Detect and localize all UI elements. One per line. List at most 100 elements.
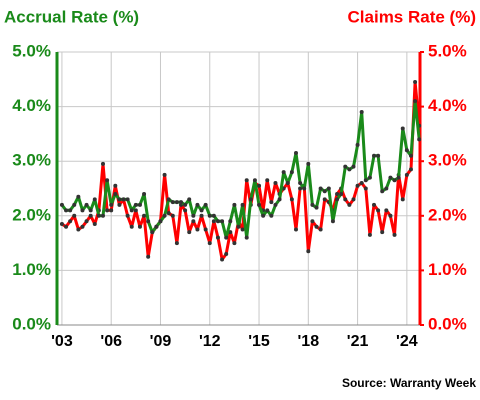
data-point <box>199 213 204 218</box>
data-point <box>117 197 122 202</box>
data-point <box>413 99 418 104</box>
data-point <box>117 202 122 207</box>
data-point <box>215 219 220 224</box>
data-point <box>417 137 422 142</box>
data-point <box>380 189 385 194</box>
data-point <box>240 202 245 207</box>
data-point <box>174 241 179 246</box>
data-point <box>105 208 110 213</box>
data-point <box>248 197 253 202</box>
data-point <box>68 219 73 224</box>
x-tick-label: '18 <box>298 333 320 350</box>
data-point <box>400 197 405 202</box>
data-point <box>384 186 389 191</box>
data-point <box>261 213 266 218</box>
data-point <box>392 178 397 183</box>
data-point <box>376 208 381 213</box>
data-point <box>211 219 216 224</box>
data-point <box>269 213 274 218</box>
data-point <box>351 197 356 202</box>
data-point <box>215 235 220 240</box>
data-point <box>137 202 142 207</box>
data-point <box>265 178 270 183</box>
data-point <box>174 200 179 205</box>
data-point <box>322 197 327 202</box>
data-point <box>347 167 352 172</box>
data-point <box>88 213 93 218</box>
data-point <box>133 202 138 207</box>
data-point <box>322 189 327 194</box>
data-point <box>355 183 360 188</box>
data-point <box>388 175 393 180</box>
data-point <box>404 172 409 177</box>
data-point <box>187 230 192 235</box>
data-point <box>170 213 175 218</box>
data-point <box>207 213 212 218</box>
data-point <box>68 208 73 213</box>
data-point <box>372 153 377 158</box>
data-point <box>302 186 307 191</box>
data-point <box>330 219 335 224</box>
y2-tick-label: 4.0% <box>428 96 467 115</box>
source-note: Source: Warranty Week <box>342 376 476 390</box>
data-point <box>92 197 97 202</box>
data-point <box>158 219 163 224</box>
data-point <box>413 80 418 85</box>
x-tick-label: '06 <box>100 333 122 350</box>
data-point <box>335 191 340 196</box>
data-point <box>380 230 385 235</box>
data-point <box>142 213 147 218</box>
data-point <box>166 197 171 202</box>
data-point <box>273 202 278 207</box>
data-point <box>257 183 262 188</box>
data-point <box>372 202 377 207</box>
data-point <box>121 197 126 202</box>
data-point <box>72 213 77 218</box>
data-point <box>298 181 303 186</box>
data-point <box>146 219 151 224</box>
data-point <box>187 197 192 202</box>
series-line <box>61 80 421 261</box>
data-point <box>88 208 93 213</box>
data-point <box>359 110 364 115</box>
y-axis-title: Accrual Rate (%) <box>4 7 139 26</box>
data-point <box>100 161 105 166</box>
data-point <box>376 153 381 158</box>
data-point <box>191 213 196 218</box>
data-point <box>162 172 167 177</box>
series-line <box>60 99 421 240</box>
data-point <box>318 227 323 232</box>
data-point <box>326 186 331 191</box>
data-point <box>343 164 348 169</box>
data-point <box>113 191 118 196</box>
data-point <box>207 241 212 246</box>
data-point <box>125 197 130 202</box>
data-point <box>76 227 81 232</box>
y2-tick-label: 3.0% <box>428 151 467 170</box>
data-point <box>355 142 360 147</box>
data-point <box>343 197 348 202</box>
data-point <box>228 219 233 224</box>
data-point <box>220 257 225 262</box>
y-tick-label: 2.0% <box>12 205 51 224</box>
y-tick-label: 4.0% <box>12 96 51 115</box>
x-tick-label: '12 <box>199 333 221 350</box>
data-point <box>392 232 397 237</box>
data-point <box>80 208 85 213</box>
data-point <box>244 178 249 183</box>
data-point <box>129 224 134 229</box>
data-point <box>84 202 89 207</box>
data-point <box>367 232 372 237</box>
data-point <box>191 219 196 224</box>
data-point <box>351 164 356 169</box>
y-tick-label: 5.0% <box>12 41 51 60</box>
data-point <box>314 224 319 229</box>
data-point <box>195 227 200 232</box>
data-point <box>162 213 167 218</box>
data-point <box>199 208 204 213</box>
data-point <box>150 230 155 235</box>
data-point <box>240 227 245 232</box>
data-point <box>347 202 352 207</box>
data-point <box>289 197 294 202</box>
